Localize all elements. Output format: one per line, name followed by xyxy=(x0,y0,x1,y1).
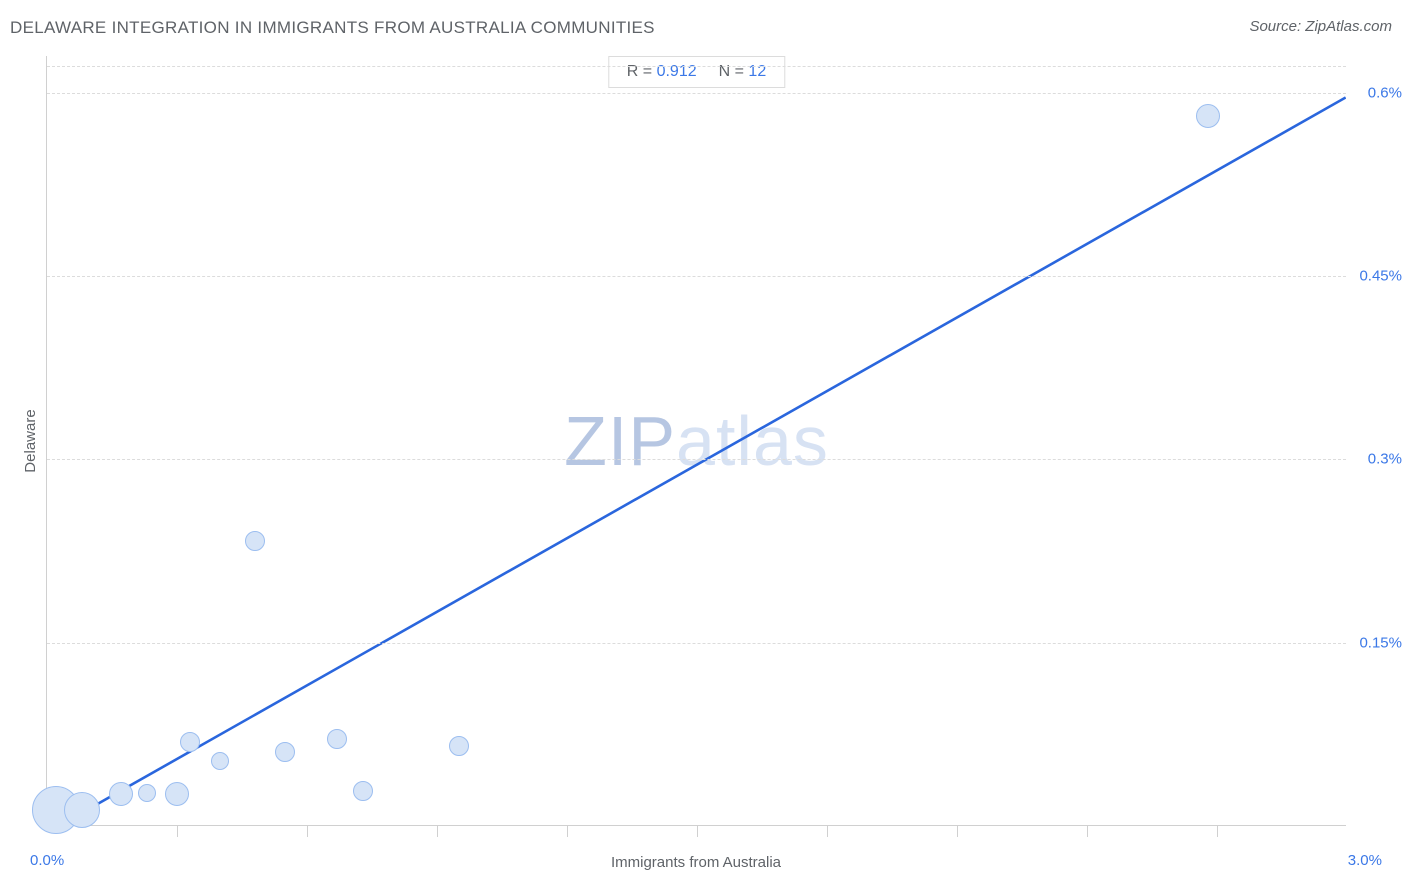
x-tick xyxy=(697,825,698,837)
x-tick xyxy=(957,825,958,837)
watermark: ZIPatlas xyxy=(564,401,829,481)
x-tick xyxy=(307,825,308,837)
source-attribution: Source: ZipAtlas.com xyxy=(1249,18,1392,35)
data-point xyxy=(64,792,100,828)
data-point xyxy=(211,752,229,770)
data-point xyxy=(138,784,156,802)
x-tick xyxy=(177,825,178,837)
y-tick-label: 0.6% xyxy=(1368,84,1402,101)
trendline xyxy=(47,56,1346,825)
x-axis-label: Immigrants from Australia xyxy=(611,854,781,871)
data-point xyxy=(180,732,200,752)
y-gridline xyxy=(47,66,1346,67)
x-tick xyxy=(827,825,828,837)
y-tick-label: 0.3% xyxy=(1368,451,1402,468)
x-tick xyxy=(1087,825,1088,837)
data-point xyxy=(449,736,469,756)
data-point xyxy=(327,729,347,749)
watermark-atlas: atlas xyxy=(676,402,829,480)
y-tick-label: 0.45% xyxy=(1359,268,1402,285)
y-gridline xyxy=(47,93,1346,94)
y-axis-label: Delaware xyxy=(22,409,39,472)
x-tick xyxy=(567,825,568,837)
chart-container: DELAWARE INTEGRATION IN IMMIGRANTS FROM … xyxy=(0,0,1406,892)
data-point xyxy=(353,781,373,801)
y-gridline xyxy=(47,276,1346,277)
data-point xyxy=(109,782,133,806)
plot-area: ZIPatlas R = 0.912 N = 12 0.15%0.3%0.45%… xyxy=(46,56,1346,826)
y-gridline xyxy=(47,459,1346,460)
x-min-label: 0.0% xyxy=(30,852,64,869)
x-max-label: 3.0% xyxy=(1348,852,1382,869)
data-point xyxy=(245,531,265,551)
chart-title: DELAWARE INTEGRATION IN IMMIGRANTS FROM … xyxy=(10,18,655,38)
x-tick xyxy=(1217,825,1218,837)
watermark-zip: ZIP xyxy=(564,402,676,480)
data-point xyxy=(165,782,189,806)
data-point xyxy=(275,742,295,762)
y-tick-label: 0.15% xyxy=(1359,634,1402,651)
y-gridline xyxy=(47,643,1346,644)
stats-box: R = 0.912 N = 12 xyxy=(608,56,785,88)
data-point xyxy=(1196,104,1220,128)
x-tick xyxy=(437,825,438,837)
